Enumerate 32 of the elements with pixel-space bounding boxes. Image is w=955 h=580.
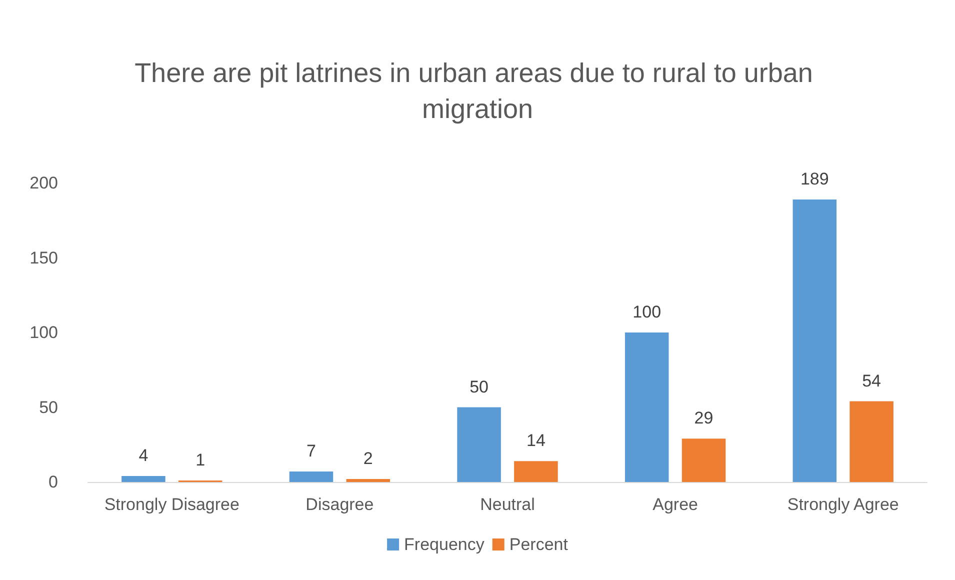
bar	[122, 476, 166, 482]
y-tick-label: 0	[48, 472, 58, 492]
bar	[682, 438, 726, 482]
data-label: 1	[196, 450, 206, 470]
y-tick-label: 150	[30, 248, 58, 268]
x-tick-label: Agree	[652, 495, 698, 514]
data-label: 100	[632, 302, 662, 322]
bar	[346, 479, 390, 482]
legend-label: Percent	[509, 535, 568, 554]
legend-label: Frequency	[404, 535, 485, 554]
data-label: 4	[138, 446, 148, 466]
x-tick-label: Neutral	[480, 495, 535, 514]
bar	[289, 472, 334, 482]
bar	[850, 401, 894, 482]
x-tick-label: Strongly Agree	[787, 495, 899, 514]
x-tick-label: Disagree	[306, 495, 374, 514]
bar	[624, 332, 669, 482]
data-label: 50	[470, 377, 489, 396]
bar	[792, 199, 837, 482]
data-label: 29	[694, 408, 714, 428]
y-tick-label: 200	[30, 174, 58, 192]
data-label: 54	[862, 371, 882, 390]
x-tick-label: Strongly Disagree	[104, 495, 240, 514]
y-tick-label: 50	[39, 398, 58, 417]
data-label: 7	[306, 442, 316, 461]
bar	[457, 407, 501, 482]
data-label: 189	[800, 169, 829, 188]
bar	[514, 461, 558, 482]
chart-title: There are pit latrines in urban areas due to rural to urban migration	[134, 58, 820, 124]
y-tick-label: 100	[30, 323, 58, 342]
data-label: 14	[526, 431, 546, 450]
data-label: 2	[363, 449, 373, 468]
